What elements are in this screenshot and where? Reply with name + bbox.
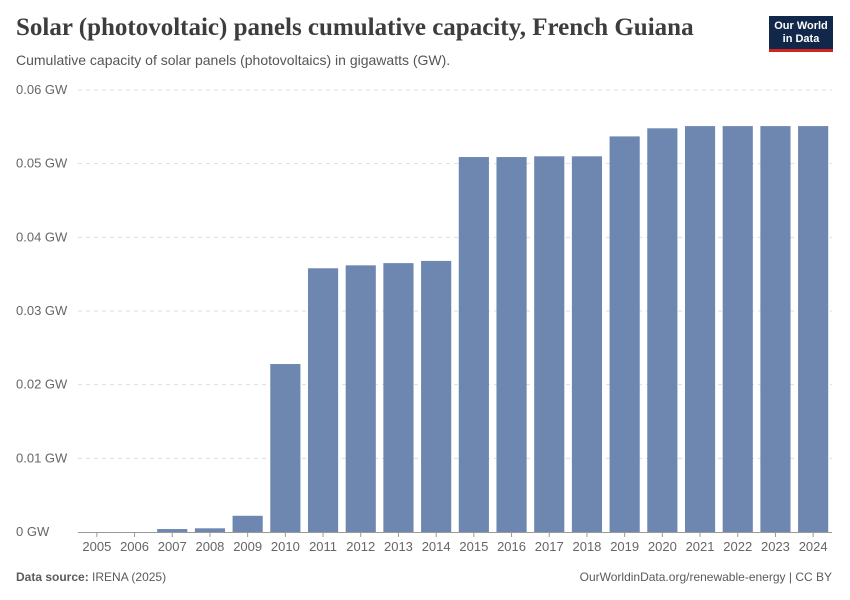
y-tick-label: 0.05 GW [16, 156, 68, 171]
x-tick-label: 2018 [572, 539, 601, 554]
data-source-value[interactable]: IRENA (2025) [92, 570, 167, 584]
x-tick-label: 2011 [309, 539, 337, 554]
x-tick-label: 2022 [723, 539, 752, 554]
footer-separator: | [785, 570, 796, 584]
owid-logo[interactable]: Our World in Data [769, 16, 833, 52]
x-tick-label: 2019 [610, 539, 639, 554]
chart-subtitle: Cumulative capacity of solar panels (pho… [16, 52, 451, 68]
y-tick-label: 0 GW [16, 524, 50, 539]
x-tick-label: 2017 [535, 539, 564, 554]
y-tick-label: 0.06 GW [16, 82, 68, 97]
bar[interactable] [647, 128, 678, 532]
x-tick-label: 2006 [120, 539, 149, 554]
x-tick-label: 2016 [497, 539, 526, 554]
data-source: Data source: IRENA (2025) [16, 570, 166, 584]
bar[interactable] [798, 126, 829, 532]
x-tick-label: 2023 [761, 539, 790, 554]
x-tick-label: 2021 [686, 539, 715, 554]
x-tick-label: 2015 [459, 539, 488, 554]
x-tick-label: 2010 [271, 539, 300, 554]
bar[interactable] [571, 156, 603, 533]
y-tick-label: 0.04 GW [16, 229, 68, 244]
footer-url-link[interactable]: OurWorldinData.org/renewable-energy [579, 570, 786, 584]
footer-credit: OurWorldinData.org/renewable-energy | CC… [580, 570, 832, 584]
x-tick-label: 2014 [422, 539, 451, 554]
x-tick-label: 2009 [233, 539, 262, 554]
y-tick-label: 0.01 GW [16, 450, 68, 465]
bar[interactable] [684, 126, 716, 532]
data-source-label: Data source: [16, 570, 89, 584]
license-link[interactable]: CC BY [795, 570, 832, 584]
y-tick-label: 0.02 GW [16, 377, 68, 392]
x-tick-label: 2005 [82, 539, 111, 554]
bar[interactable] [722, 126, 753, 532]
bar[interactable] [232, 515, 263, 532]
x-tick-label: 2024 [799, 539, 828, 554]
bar[interactable] [458, 157, 489, 532]
x-tick-label: 2008 [195, 539, 224, 554]
bar[interactable] [421, 260, 452, 532]
bar[interactable] [157, 529, 188, 532]
logo-line-1: Our World [774, 20, 828, 32]
bar[interactable] [270, 364, 301, 532]
x-tick-label: 2012 [346, 539, 375, 554]
bar[interactable] [496, 157, 527, 532]
bar-chart: 0 GW 0.01 GW 0.02 GW 0.03 GW 0.04 GW 0.05 GW 0… [16, 82, 832, 554]
bar[interactable] [345, 265, 376, 532]
logo-line-2: in Data [782, 33, 820, 45]
y-tick-label: 0.03 GW [16, 303, 68, 318]
x-tick-label: 2007 [158, 539, 187, 554]
bar[interactable] [194, 528, 226, 532]
x-tick-label: 2013 [384, 539, 413, 554]
bar[interactable] [760, 126, 791, 532]
bar[interactable] [383, 263, 414, 532]
bar[interactable] [534, 156, 565, 533]
bar[interactable] [609, 136, 640, 532]
bar[interactable] [307, 268, 339, 532]
chart-title: Solar (photovoltaic) panels cumulative c… [16, 14, 694, 41]
x-tick-label: 2020 [648, 539, 677, 554]
